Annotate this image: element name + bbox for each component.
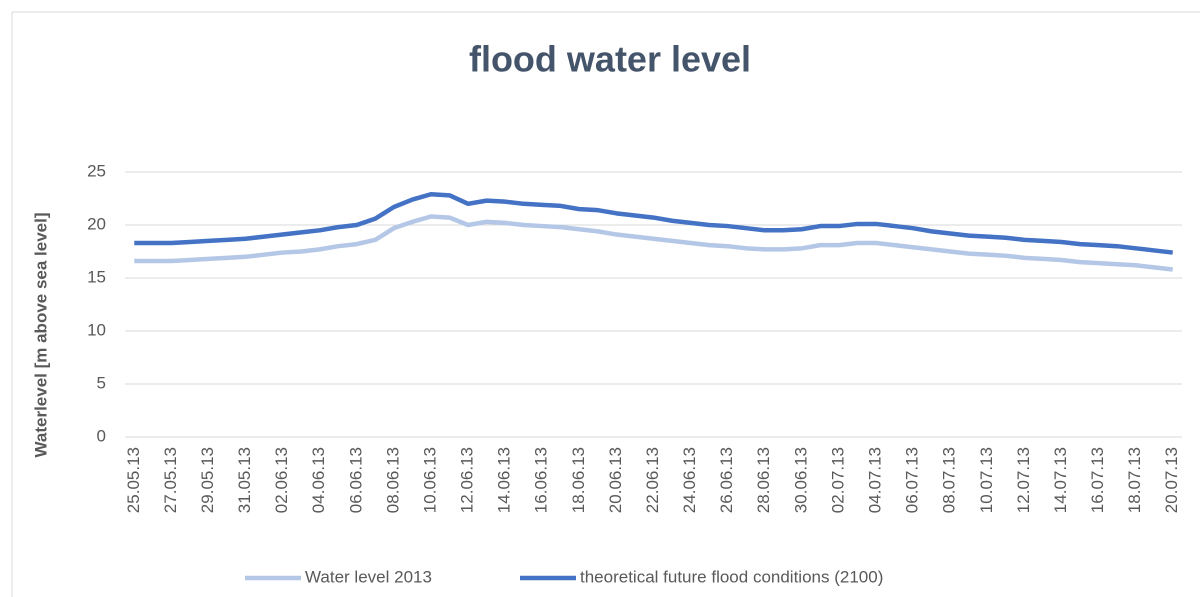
x-tick-label: 04.06.13: [309, 447, 328, 513]
y-axis-label: Waterlevel [m above sea level]: [31, 212, 50, 457]
y-tick-label: 10: [87, 320, 106, 339]
x-tick-label: 02.06.13: [272, 447, 291, 513]
x-tick-label: 16.06.13: [532, 447, 551, 513]
x-tick-label: 26.06.13: [717, 447, 736, 513]
x-tick-label: 28.06.13: [754, 447, 773, 513]
x-tick-label: 18.07.13: [1125, 447, 1144, 513]
x-tick-label: 16.07.13: [1088, 447, 1107, 513]
y-tick-label: 5: [97, 373, 106, 392]
x-tick-label: 31.05.13: [235, 447, 254, 513]
chart-title: flood water level: [469, 39, 751, 80]
y-tick-label: 25: [87, 161, 106, 180]
series-line: [134, 214, 1173, 272]
x-tick-label: 02.07.13: [828, 447, 847, 513]
x-tick-label: 25.05.13: [124, 447, 143, 513]
x-tick-label: 20.07.13: [1162, 447, 1181, 513]
y-tick-label: 15: [87, 267, 106, 286]
x-tick-label: 29.05.13: [198, 447, 217, 513]
x-tick-label: 14.07.13: [1051, 447, 1070, 513]
x-tick-label: 10.06.13: [420, 447, 439, 513]
x-tick-label: 06.07.13: [903, 447, 922, 513]
x-tick-label: 12.06.13: [458, 447, 477, 513]
legend-label: theoretical future flood conditions (210…: [580, 567, 883, 586]
series-line: [134, 192, 1173, 255]
x-tick-label: 10.07.13: [977, 447, 996, 513]
legend-label: Water level 2013: [305, 567, 432, 586]
x-tick-label: 08.06.13: [383, 447, 402, 513]
x-tick-label: 30.06.13: [791, 447, 810, 513]
y-tick-label: 0: [97, 426, 106, 445]
y-tick-label: 20: [87, 214, 106, 233]
x-tick-label: 12.07.13: [1014, 447, 1033, 513]
x-tick-label: 06.06.13: [346, 447, 365, 513]
x-tick-label: 22.06.13: [643, 447, 662, 513]
x-tick-label: 08.07.13: [940, 447, 959, 513]
x-tick-label: 24.06.13: [680, 447, 699, 513]
x-tick-label: 20.06.13: [606, 447, 625, 513]
x-tick-label: 04.07.13: [866, 447, 885, 513]
chart-border: [11, 11, 1200, 597]
x-tick-label: 18.06.13: [569, 447, 588, 513]
x-tick-label: 27.05.13: [161, 447, 180, 513]
x-tick-label: 14.06.13: [495, 447, 514, 513]
